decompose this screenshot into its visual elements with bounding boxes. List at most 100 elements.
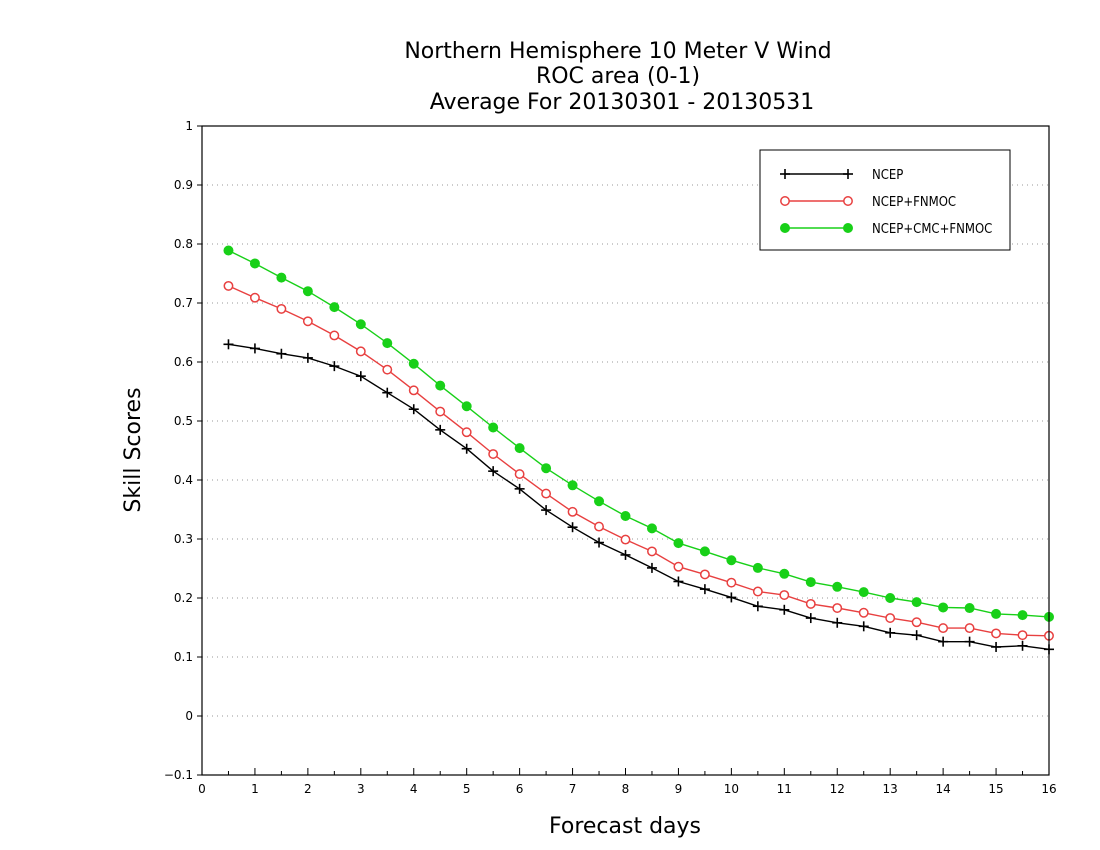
data-point: [752, 562, 763, 573]
data-point: [435, 380, 446, 391]
data-point: [249, 343, 260, 354]
y-tick-label: 0.4: [174, 473, 193, 487]
data-point: [276, 348, 287, 359]
x-tick-label: 10: [724, 782, 739, 796]
data-point: [699, 546, 710, 557]
data-point: [594, 496, 605, 507]
data-point: [699, 569, 710, 580]
data-point: [382, 387, 393, 398]
y-tick-label: 0.5: [174, 414, 193, 428]
title-line-1: Northern Hemisphere 10 Meter V Wind: [404, 39, 831, 64]
data-point: [223, 280, 234, 291]
data-point: [991, 641, 1002, 652]
data-point: [779, 590, 790, 600]
x-tick-label: 14: [935, 782, 950, 796]
data-point: [1017, 630, 1028, 641]
data-point: [488, 449, 499, 459]
data-point: [726, 592, 737, 603]
x-tick-label: 12: [830, 782, 845, 796]
legend-marker: [780, 223, 790, 233]
y-tick-label: −0.1: [164, 768, 193, 782]
legend-marker: [780, 196, 790, 206]
data-point: [514, 469, 525, 480]
series-2: [223, 245, 1054, 622]
data-point: [752, 586, 763, 597]
data-point: [911, 617, 922, 628]
data-point: [223, 339, 234, 350]
legend-box: [759, 149, 1011, 251]
x-tick-label: 16: [1041, 782, 1056, 796]
data-point: [938, 602, 949, 613]
data-point: [408, 404, 419, 415]
title-line-3: Average For 20130301 - 20130531: [430, 90, 815, 115]
data-point: [488, 466, 499, 477]
data-point: [329, 302, 340, 313]
data-point: [911, 597, 922, 608]
x-axis-label: Forecast days: [549, 814, 701, 839]
data-point: [276, 272, 287, 283]
data-point: [646, 523, 657, 534]
y-tick-label: 0.2: [174, 591, 193, 605]
data-point: [355, 371, 366, 382]
data-point: [461, 401, 472, 412]
data-point: [1017, 640, 1028, 651]
x-tick-label: 15: [988, 782, 1003, 796]
data-point: [805, 613, 816, 624]
data-point: [435, 424, 446, 435]
data-point: [249, 292, 260, 303]
data-point: [885, 613, 896, 624]
data-point: [673, 576, 684, 587]
data-point: [699, 584, 710, 595]
data-point: [858, 621, 869, 632]
x-tick-label: 7: [569, 782, 577, 796]
data-point: [726, 577, 737, 588]
data-point: [858, 607, 869, 618]
title-line-2: ROC area (0-1): [536, 64, 700, 89]
data-point: [938, 636, 949, 647]
data-point: [779, 568, 790, 579]
legend-marker: [843, 169, 853, 179]
data-point: [567, 506, 578, 517]
data-point: [938, 623, 949, 634]
data-point: [223, 245, 234, 256]
data-point: [673, 538, 684, 549]
x-tick-label: 0: [198, 782, 206, 796]
chart-title: Northern Hemisphere 10 Meter V Wind ROC …: [404, 39, 831, 115]
data-point: [461, 443, 472, 454]
y-tick-label: 0.7: [174, 296, 193, 310]
legend-label: NCEP+CMC+FNMOC: [872, 222, 992, 237]
data-point: [408, 358, 419, 369]
legend-entry: NCEP+FNMOC: [780, 195, 956, 210]
data-point: [805, 598, 816, 609]
data-point: [276, 303, 287, 314]
data-point: [329, 330, 340, 341]
data-point: [541, 463, 552, 474]
data-point: [805, 577, 816, 588]
data-point: [382, 338, 393, 349]
y-tick-label: 0.9: [174, 178, 193, 192]
data-point: [858, 587, 869, 598]
data-point: [382, 364, 393, 375]
data-point: [673, 561, 684, 572]
series-layer: [223, 245, 1054, 655]
data-point: [302, 286, 313, 297]
axes: −0.100.10.20.30.40.50.60.70.80.910 1 2 3 4 5 6…: [164, 119, 1057, 796]
data-point: [964, 636, 975, 647]
data-point: [991, 628, 1002, 639]
data-point: [514, 483, 525, 494]
data-point: [594, 521, 604, 532]
data-point: [752, 601, 763, 612]
legend-label: NCEP: [872, 168, 903, 183]
y-tick-label: 1: [185, 119, 193, 133]
series-1: [223, 280, 1054, 641]
x-tick-label: 1: [251, 782, 259, 796]
y-axis-label: Skill Scores: [121, 387, 146, 512]
data-point: [991, 608, 1002, 619]
series-line: [228, 285, 1050, 637]
data-point: [779, 604, 790, 615]
data-point: [832, 603, 843, 613]
data-point: [302, 352, 313, 363]
legend-marker: [843, 196, 853, 206]
data-point: [832, 581, 843, 592]
